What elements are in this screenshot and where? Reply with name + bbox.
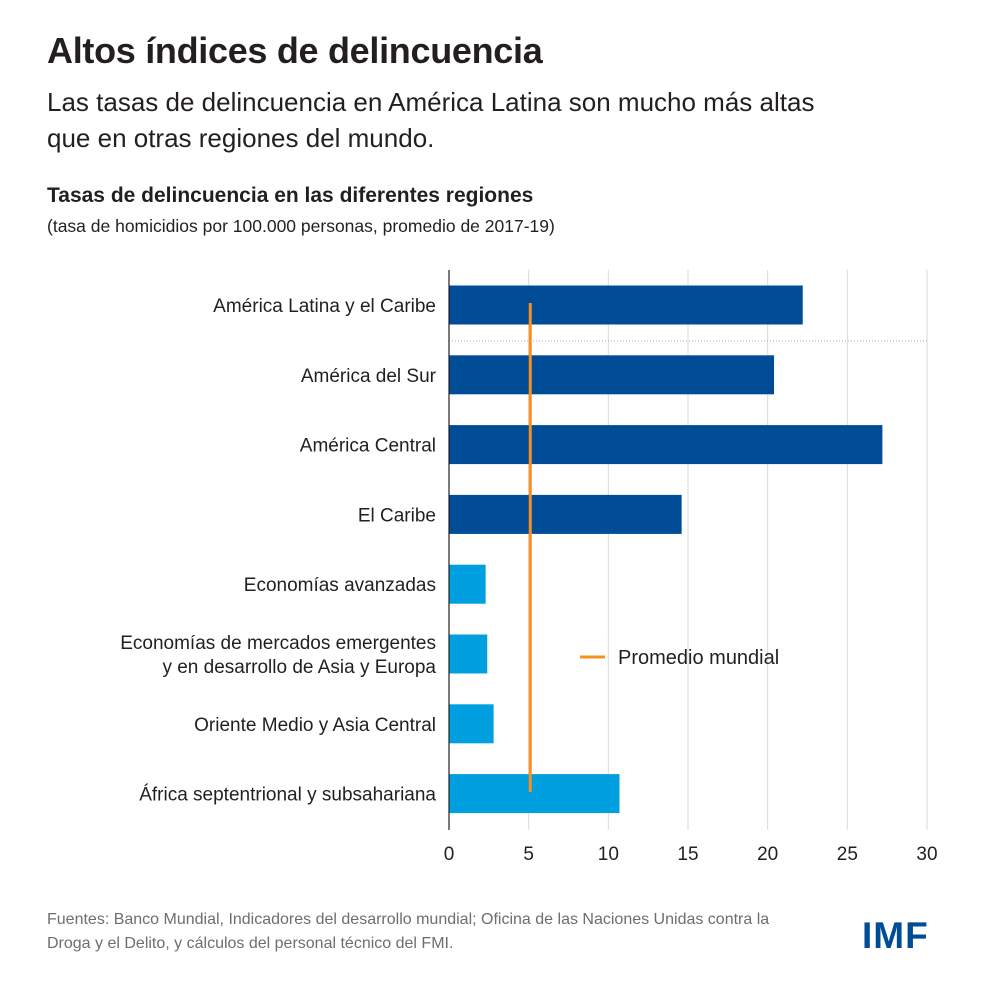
category-label: El Caribe — [358, 505, 436, 526]
bar — [449, 774, 620, 814]
x-tick-label: 15 — [677, 844, 698, 865]
x-tick-label: 5 — [523, 844, 534, 865]
x-tick-label: 30 — [916, 844, 937, 865]
bar — [449, 564, 486, 604]
category-label: África septentrional y subsahariana — [139, 785, 436, 806]
category-label: América Latina y el Caribe — [213, 296, 436, 317]
category-label: América del Sur — [301, 366, 437, 387]
imf-logo-text: IMF — [862, 915, 929, 954]
legend-label: Promedio mundial — [618, 647, 779, 669]
page-title: Altos índices de delincuencia — [47, 30, 543, 71]
chart-title: Tasas de delincuencia en las diferentes … — [47, 184, 534, 207]
category-label: América Central — [300, 436, 436, 457]
category-label: y en desarrollo de Asia y Europa — [162, 657, 436, 678]
bar — [449, 355, 775, 395]
bar — [449, 285, 803, 325]
bar-chart: 0 5 10 15 20 25 30 América Latina y el Caribe Am… — [120, 270, 938, 865]
x-tick-label: 25 — [837, 844, 858, 865]
category-label: Economías avanzadas — [244, 575, 436, 596]
category-label: Oriente Medio y Asia Central — [194, 715, 436, 736]
x-tick-label: 10 — [598, 844, 619, 865]
bar — [449, 494, 682, 534]
bar — [449, 704, 494, 744]
x-tick-label: 0 — [444, 844, 455, 865]
x-tick-label: 20 — [757, 844, 778, 865]
source-note: Fuentes: Banco Mundial, Indicadores del … — [47, 911, 770, 952]
page-subtitle: Las tasas de delincuencia en América Lat… — [47, 87, 815, 153]
bar — [449, 425, 883, 465]
imf-logo: IMF — [862, 915, 929, 954]
bar — [449, 634, 488, 674]
chart-subtitle: (tasa de homicidios por 100.000 personas… — [47, 216, 555, 236]
category-label: Economías de mercados emergentes — [120, 633, 436, 654]
